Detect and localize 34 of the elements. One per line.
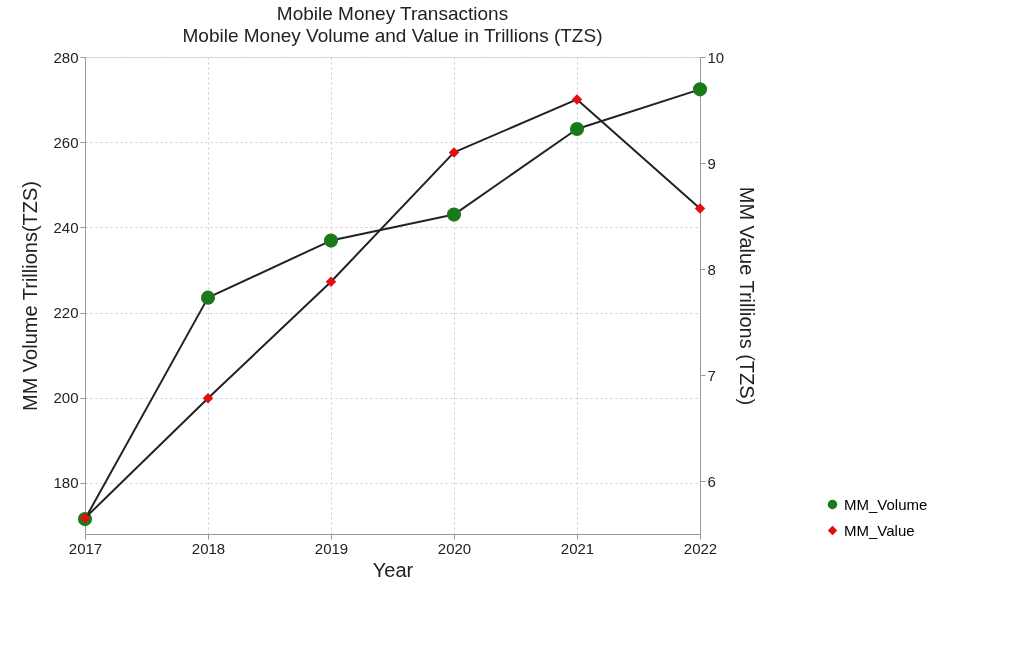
- point: [571, 94, 583, 105]
- point: [448, 147, 460, 158]
- y-tick-label: 280: [53, 48, 79, 66]
- x-tick-label: 2019: [314, 539, 349, 557]
- x-tick-label: 2020: [437, 539, 472, 557]
- chart-title: Mobile Money Transactions: [276, 3, 509, 24]
- x-tick-label: 2021: [560, 539, 595, 557]
- point: [694, 203, 706, 214]
- y2-axis-title: MM Value Trillions (TZS): [736, 186, 759, 406]
- y-tick-label: 240: [53, 218, 79, 236]
- y-tick-label: 260: [53, 133, 79, 151]
- y-tick-label: 200: [53, 389, 79, 407]
- y-axis-title: MM Volume Trillions(TZS): [19, 180, 42, 412]
- chart-subtitle: Mobile Money Volume and Value in Trillions (TZS): [182, 25, 603, 46]
- point: [569, 121, 585, 137]
- point: [202, 393, 214, 404]
- y2-tick-label: 8: [707, 260, 716, 278]
- point: [325, 276, 337, 287]
- legend-label: MM_Value: [844, 521, 915, 539]
- y2-tick-label: 7: [707, 366, 716, 384]
- x-axis-title: Year: [372, 558, 414, 581]
- y2-tick-label: 6: [707, 472, 716, 490]
- x-tick-label: 2017: [68, 539, 103, 557]
- legend-label: MM_Volume: [844, 495, 928, 513]
- point: [323, 233, 339, 248]
- y2-tick-label: 9: [707, 154, 716, 172]
- y2-tick-label: 10: [707, 48, 725, 66]
- point: [692, 82, 708, 97]
- y-tick-label: 220: [53, 304, 79, 322]
- x-tick-label: 2018: [191, 539, 226, 557]
- y-tick-label: 180: [53, 474, 79, 492]
- point: [200, 290, 216, 305]
- point: [446, 207, 462, 222]
- x-tick-label: 2022: [683, 539, 718, 557]
